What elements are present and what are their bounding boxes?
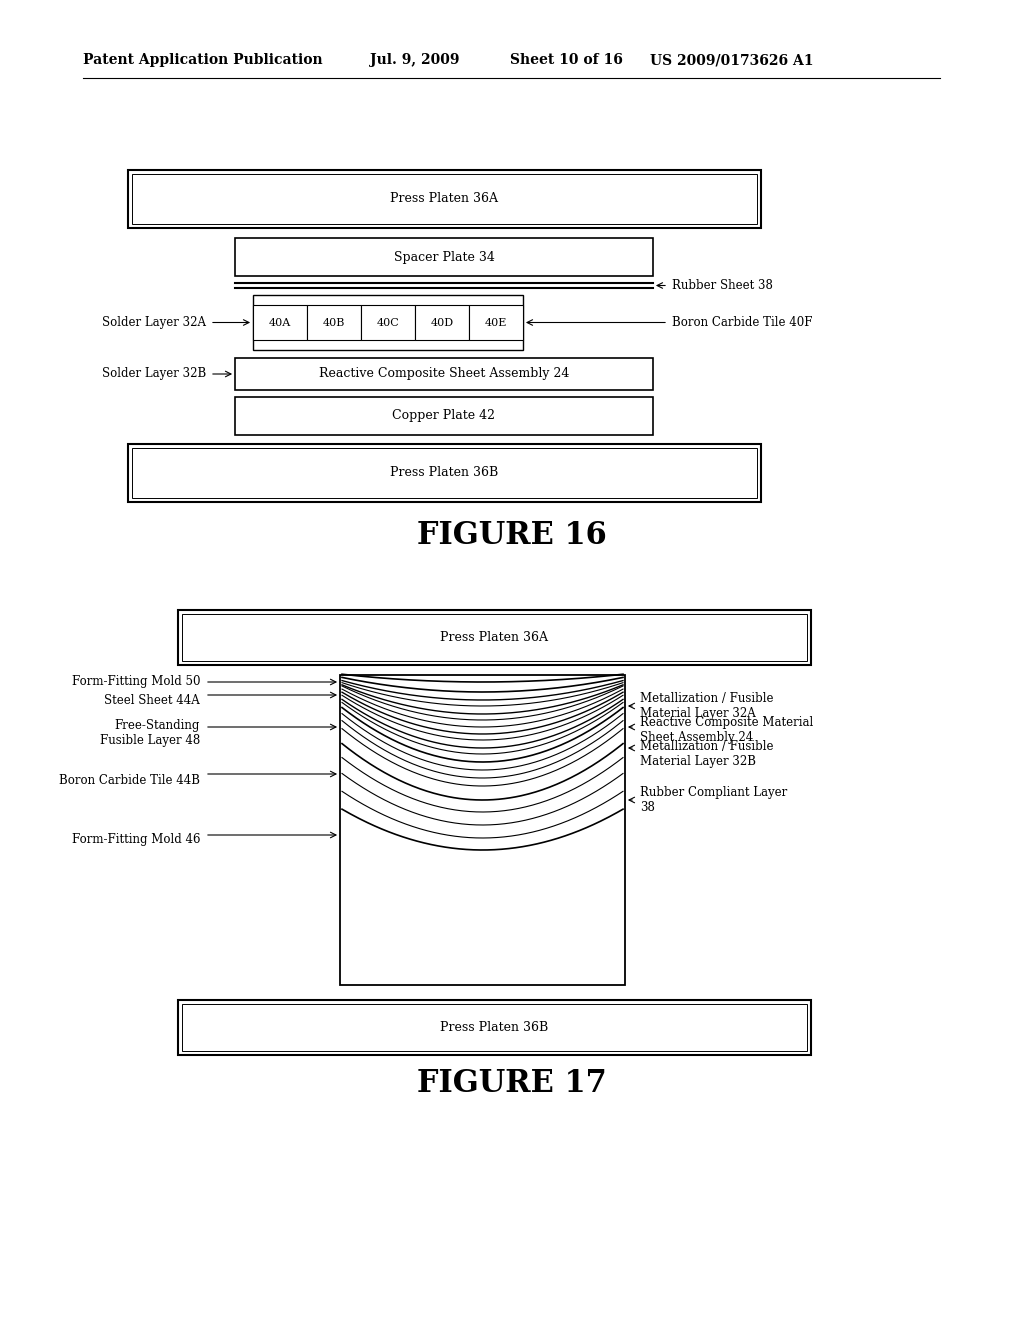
Bar xyxy=(132,447,757,498)
Bar xyxy=(182,614,807,661)
Bar xyxy=(128,170,761,228)
Text: Steel Sheet 44A: Steel Sheet 44A xyxy=(104,693,200,706)
Text: Press Platen 36B: Press Platen 36B xyxy=(440,1020,549,1034)
Text: Form-Fitting Mold 46: Form-Fitting Mold 46 xyxy=(72,833,200,846)
Text: Solder Layer 32A: Solder Layer 32A xyxy=(102,315,206,329)
Text: Boron Carbide Tile 40F: Boron Carbide Tile 40F xyxy=(672,315,812,329)
Text: Sheet 10 of 16: Sheet 10 of 16 xyxy=(510,53,623,67)
Text: Metallization / Fusible
Material Layer 32A: Metallization / Fusible Material Layer 3… xyxy=(640,692,773,719)
Text: FIGURE 17: FIGURE 17 xyxy=(417,1068,607,1098)
Text: 40E: 40E xyxy=(484,318,507,327)
Bar xyxy=(361,305,415,341)
Bar xyxy=(469,305,523,341)
Bar xyxy=(234,238,653,276)
Bar xyxy=(178,610,811,665)
Bar xyxy=(253,305,307,341)
Bar xyxy=(415,305,469,341)
Text: Press Platen 36A: Press Platen 36A xyxy=(390,193,499,206)
Text: Reactive Composite Sheet Assembly 24: Reactive Composite Sheet Assembly 24 xyxy=(318,367,569,380)
Text: 40D: 40D xyxy=(430,318,454,327)
Text: Press Platen 36A: Press Platen 36A xyxy=(440,631,549,644)
Text: 40C: 40C xyxy=(377,318,399,327)
Bar xyxy=(307,305,361,341)
Bar xyxy=(253,294,523,350)
Bar xyxy=(182,1005,807,1051)
Text: Copper Plate 42: Copper Plate 42 xyxy=(392,409,496,422)
Bar xyxy=(234,397,653,436)
Text: Reactive Composite Material
Sheet Assembly 24: Reactive Composite Material Sheet Assemb… xyxy=(640,715,813,744)
Bar xyxy=(178,1001,811,1055)
Text: US 2009/0173626 A1: US 2009/0173626 A1 xyxy=(650,53,813,67)
Text: Press Platen 36B: Press Platen 36B xyxy=(390,466,499,479)
Text: Patent Application Publication: Patent Application Publication xyxy=(83,53,323,67)
Text: Rubber Compliant Layer
38: Rubber Compliant Layer 38 xyxy=(640,785,787,814)
Bar xyxy=(234,358,653,389)
Text: 40A: 40A xyxy=(269,318,291,327)
Text: FIGURE 16: FIGURE 16 xyxy=(417,520,607,550)
Bar xyxy=(340,675,625,985)
Text: Free-Standing
Fusible Layer 48: Free-Standing Fusible Layer 48 xyxy=(99,719,200,747)
Text: Jul. 9, 2009: Jul. 9, 2009 xyxy=(370,53,460,67)
Text: Boron Carbide Tile 44B: Boron Carbide Tile 44B xyxy=(59,774,200,787)
Text: Solder Layer 32B: Solder Layer 32B xyxy=(101,367,206,380)
Text: Metallization / Fusible
Material Layer 32B: Metallization / Fusible Material Layer 3… xyxy=(640,741,773,768)
Bar xyxy=(128,444,761,502)
Text: Spacer Plate 34: Spacer Plate 34 xyxy=(393,251,495,264)
Bar xyxy=(132,174,757,224)
Text: Rubber Sheet 38: Rubber Sheet 38 xyxy=(672,279,773,292)
Text: 40B: 40B xyxy=(323,318,345,327)
Text: Form-Fitting Mold 50: Form-Fitting Mold 50 xyxy=(72,676,200,689)
